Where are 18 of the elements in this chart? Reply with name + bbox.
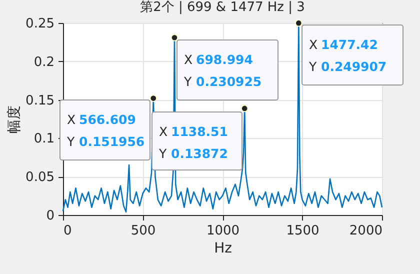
y-tick-label: 0 (46, 208, 54, 224)
x-tick-label: 1500 (286, 224, 320, 238)
annotation: X 1138.51 Y 0.13872 (158, 124, 228, 161)
annotation: X 1477.42 Y 0.249907 (308, 37, 387, 74)
x-tick-label: 2000 (349, 224, 382, 238)
y-tick-label: 0.2 (34, 54, 54, 70)
x-tick-label: 1000 (206, 224, 240, 238)
annotation: X 698.994 Y 0.230925 (183, 52, 262, 89)
y-tick-label: 0.15 (26, 93, 54, 108)
annotation: X 566.609 Y 0.151956 (66, 112, 145, 149)
chart-title: 第2个 | 699 & 1477 Hz | 3 (140, 0, 305, 15)
x-tick-label: 500 (130, 224, 156, 238)
y-axis-title: 幅度 (6, 106, 23, 134)
x-axis-title: Hz (214, 240, 232, 256)
x-tick-label: 0 (64, 224, 72, 238)
y-tick-label: 0.25 (26, 16, 54, 32)
y-tick-label: 0.1 (34, 132, 54, 147)
y-tick-label: 0.05 (26, 170, 54, 186)
